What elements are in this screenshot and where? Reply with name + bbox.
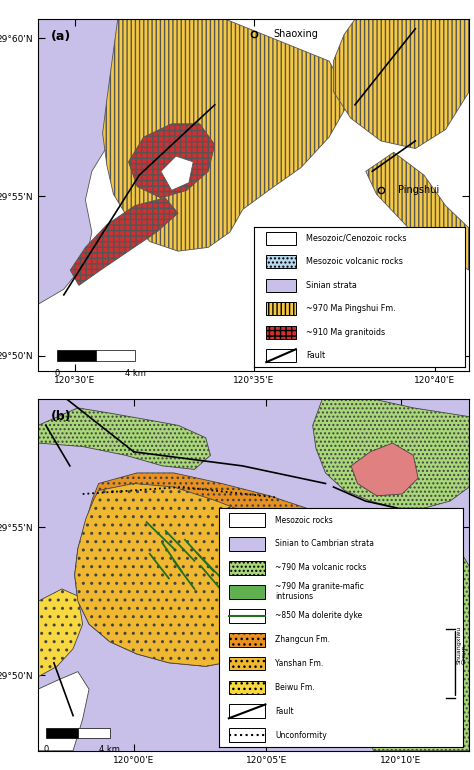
Bar <box>57 350 96 361</box>
Polygon shape <box>38 19 469 371</box>
Polygon shape <box>70 198 178 286</box>
Text: (b): (b) <box>51 410 72 423</box>
Text: 4 km: 4 km <box>125 369 146 378</box>
Bar <box>78 728 110 738</box>
Polygon shape <box>38 589 82 677</box>
Polygon shape <box>354 514 469 751</box>
Polygon shape <box>38 19 182 304</box>
Polygon shape <box>75 484 322 666</box>
Polygon shape <box>392 519 450 578</box>
Polygon shape <box>128 124 215 198</box>
Polygon shape <box>161 156 193 190</box>
Polygon shape <box>351 443 418 496</box>
Polygon shape <box>313 399 469 508</box>
Text: 4 km: 4 km <box>100 745 120 755</box>
Polygon shape <box>333 19 469 149</box>
Text: 0: 0 <box>55 369 60 378</box>
Polygon shape <box>38 671 89 751</box>
Polygon shape <box>377 589 434 649</box>
Polygon shape <box>103 19 351 251</box>
Text: Pingshui: Pingshui <box>398 186 439 196</box>
Text: 0: 0 <box>43 745 48 755</box>
Text: (a): (a) <box>51 30 71 43</box>
Polygon shape <box>366 152 469 270</box>
Bar <box>96 350 135 361</box>
Polygon shape <box>75 473 338 666</box>
Bar <box>46 728 78 738</box>
Polygon shape <box>370 659 421 712</box>
Polygon shape <box>38 408 210 470</box>
Text: Shaoxing: Shaoxing <box>273 29 318 39</box>
